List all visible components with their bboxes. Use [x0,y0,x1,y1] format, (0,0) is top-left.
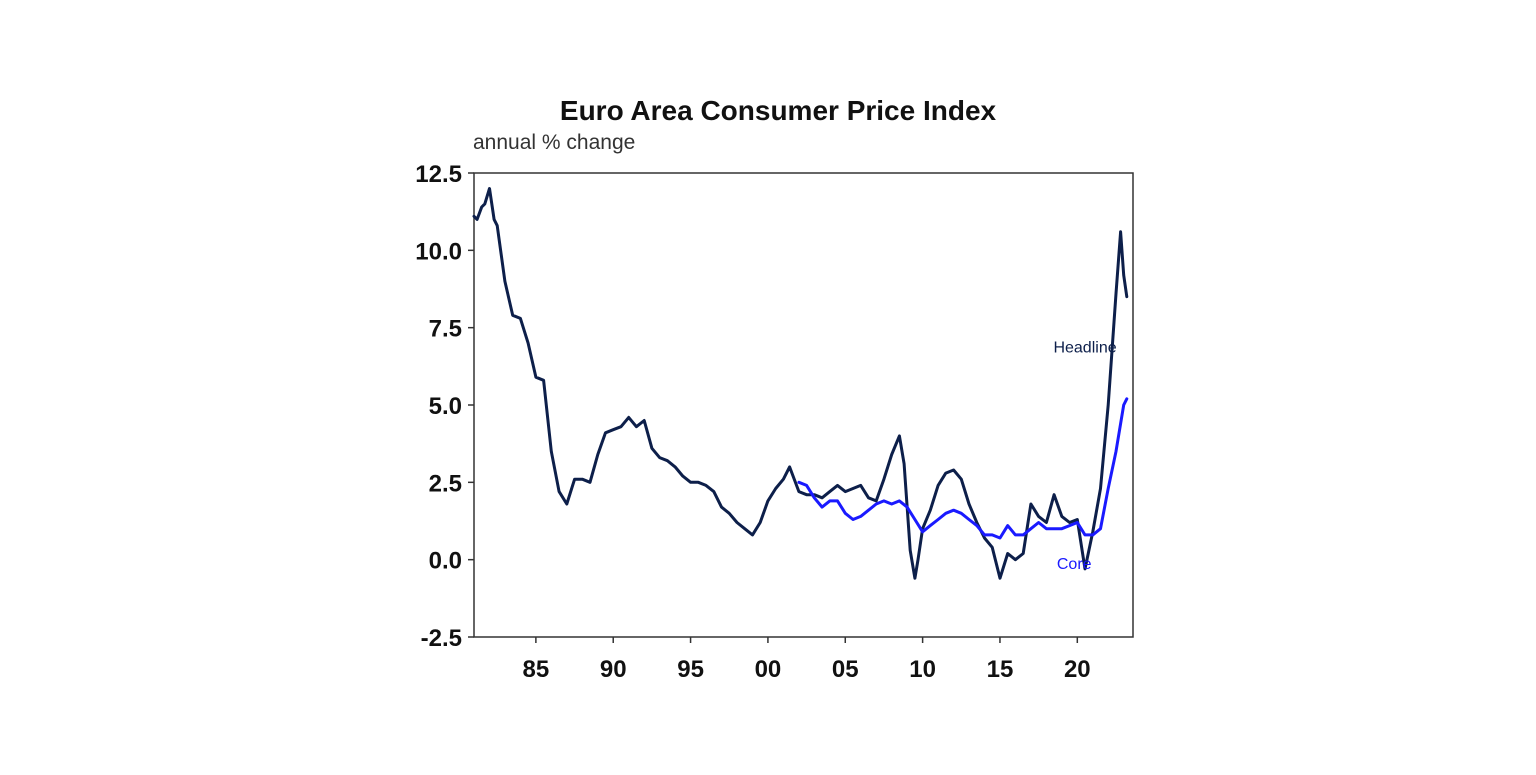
y-tick-label: 2.5 [429,470,462,497]
x-tick-label: 95 [677,656,704,683]
y-tick-label: -2.5 [421,625,462,652]
x-tick-label: 10 [909,656,936,683]
x-tick-label: 90 [600,656,627,683]
y-tick-label: 0.0 [429,548,462,575]
x-tick-label: 05 [832,656,859,683]
y-tick-label: 7.5 [429,316,462,343]
y-tick-label: 5.0 [429,393,462,420]
x-tick-label: 15 [987,656,1014,683]
series-line-core [797,397,1129,540]
series-line-headline [472,187,1129,580]
chart-subtitle: annual % change [473,131,635,154]
series-label-core: Core [1057,556,1092,573]
plot-frame [473,172,1134,638]
y-tick-label: 12.5 [415,161,462,188]
y-tick-label: 10.0 [415,238,462,265]
series-label-headline: Headline [1053,339,1116,356]
series-lines [472,187,1129,580]
chart-title: Euro Area Consumer Price Index [560,95,997,126]
y-axis: -2.5 0.0 2.5 5.0 7.5 10.0 12.5 [415,161,474,652]
x-axis: 85 90 95 00 05 10 15 20 [523,637,1091,683]
x-tick-label: 00 [755,656,782,683]
x-tick-label: 85 [523,656,550,683]
x-tick-label: 20 [1064,656,1091,683]
series-labels: Headline Core [1053,339,1116,573]
